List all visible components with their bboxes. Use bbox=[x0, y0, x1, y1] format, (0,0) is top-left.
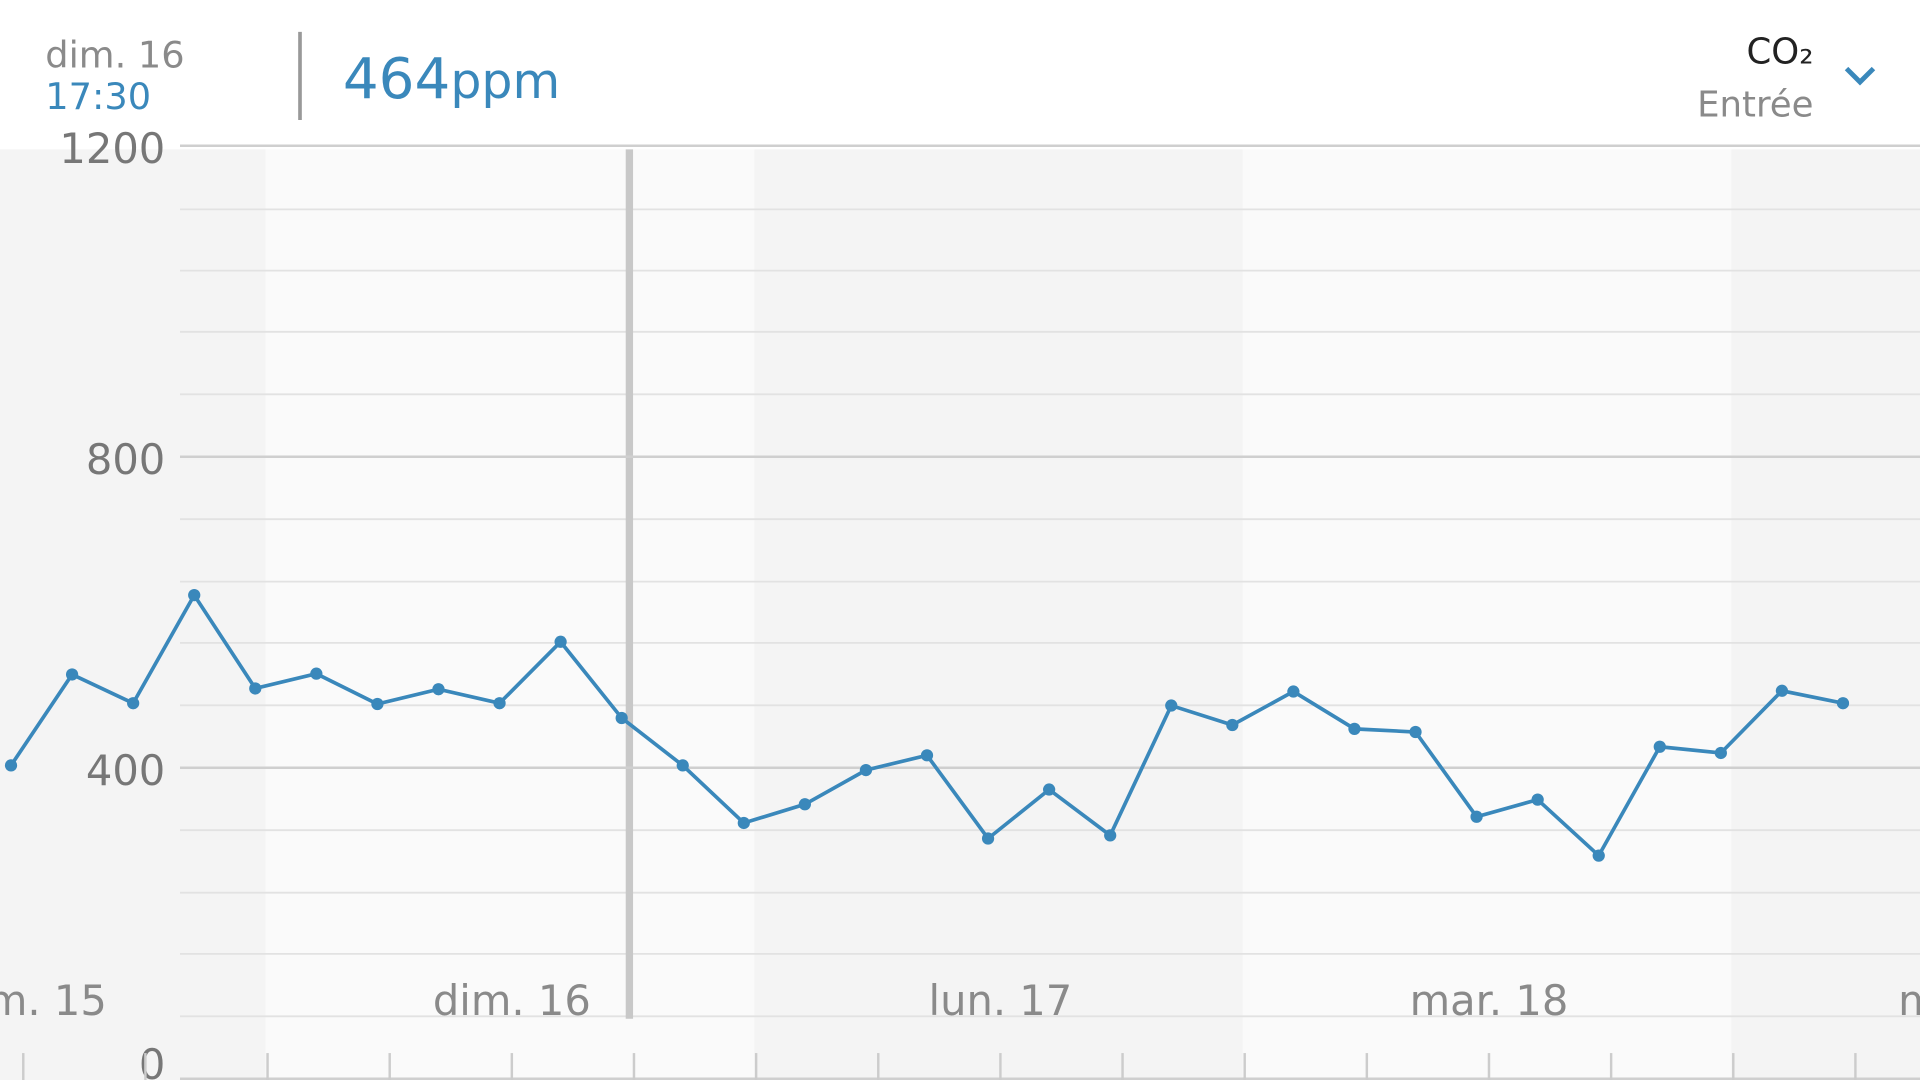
point bbox=[4, 759, 18, 772]
point bbox=[1287, 685, 1300, 698]
metric[interactable]: CO₂ bbox=[1747, 32, 1814, 73]
y-tick-label: 1200 bbox=[59, 124, 165, 173]
reading-unit: ppm bbox=[450, 53, 560, 110]
point bbox=[1043, 783, 1056, 796]
point bbox=[249, 682, 262, 695]
dropdown-chevron[interactable] bbox=[1844, 66, 1876, 86]
point bbox=[676, 759, 689, 772]
point bbox=[1104, 829, 1117, 842]
reading-value: 464 bbox=[343, 47, 450, 112]
point bbox=[1775, 684, 1789, 697]
band bbox=[754, 149, 1243, 1080]
point bbox=[1409, 725, 1422, 739]
band bbox=[1242, 149, 1732, 1080]
point bbox=[1348, 722, 1361, 735]
point bbox=[493, 697, 506, 710]
header-time: 17:30 bbox=[45, 75, 151, 118]
band bbox=[1731, 149, 1920, 1080]
point bbox=[615, 711, 628, 725]
point bbox=[432, 683, 445, 696]
point bbox=[1836, 697, 1850, 710]
minor-grid bbox=[180, 208, 1920, 1018]
location[interactable]: Entrée bbox=[1697, 84, 1813, 125]
y-tick-label: 800 bbox=[86, 435, 165, 484]
day-label: mar. 18 bbox=[1410, 976, 1569, 1025]
y-tick-label: 400 bbox=[86, 746, 165, 795]
point bbox=[188, 589, 201, 602]
point bbox=[1653, 740, 1666, 753]
band bbox=[0, 149, 266, 1080]
point bbox=[981, 832, 995, 845]
point bbox=[737, 816, 750, 830]
point bbox=[1165, 699, 1178, 712]
point bbox=[371, 697, 384, 711]
point bbox=[798, 798, 811, 811]
reading: 464ppm bbox=[343, 47, 560, 112]
day-label: mer. 19 bbox=[1898, 976, 1920, 1025]
point bbox=[1470, 810, 1483, 823]
day-label: lun. 17 bbox=[929, 976, 1073, 1025]
band bbox=[265, 149, 755, 1080]
day-label: sam. 15 bbox=[0, 976, 107, 1025]
point bbox=[554, 635, 567, 648]
point bbox=[1714, 746, 1727, 760]
y-tick-label: 0 bbox=[139, 1040, 165, 1080]
point bbox=[310, 667, 323, 680]
header-date: dim. 16 bbox=[45, 33, 184, 76]
point bbox=[1226, 718, 1239, 732]
day-bands bbox=[0, 149, 1920, 1080]
header-bar bbox=[0, 0, 1920, 150]
point bbox=[859, 763, 873, 777]
point bbox=[920, 749, 934, 762]
point bbox=[127, 697, 140, 710]
point bbox=[65, 668, 79, 681]
point bbox=[1531, 793, 1544, 806]
day-label: dim. 16 bbox=[433, 976, 591, 1025]
point bbox=[1592, 849, 1605, 862]
